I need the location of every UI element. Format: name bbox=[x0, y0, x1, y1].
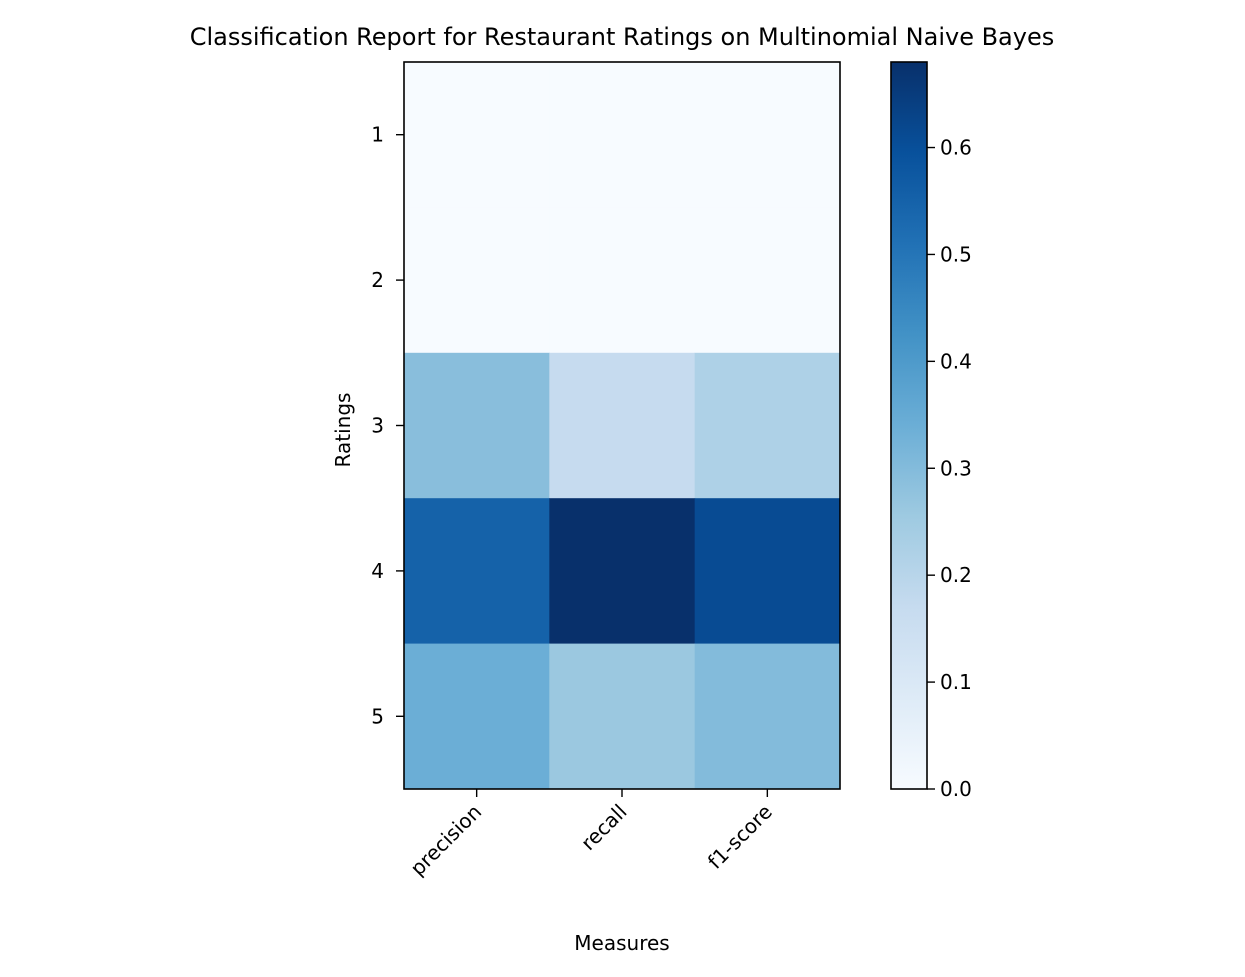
y-axis-label: Ratings bbox=[331, 393, 355, 468]
colorbar-tick-label: 0.6 bbox=[940, 136, 972, 160]
colorbar-tick-label: 0.3 bbox=[940, 456, 972, 480]
x-tick-label: f1-score bbox=[703, 800, 777, 874]
heatmap-cell bbox=[694, 207, 841, 354]
heatmap-cells bbox=[404, 62, 841, 790]
heatmap-cell bbox=[549, 498, 696, 645]
heatmap-cell bbox=[549, 352, 696, 499]
chart-title: Classification Report for Restaurant Rat… bbox=[190, 23, 1054, 51]
colorbar bbox=[890, 61, 928, 790]
y-tick-label: 3 bbox=[371, 414, 384, 438]
heatmap-cell bbox=[404, 498, 550, 645]
y-tick-label: 2 bbox=[371, 268, 384, 292]
y-tick-label: 1 bbox=[371, 123, 384, 147]
heatmap-cell bbox=[549, 62, 696, 208]
colorbar-tick-label: 0.1 bbox=[940, 670, 972, 694]
heatmap-cell bbox=[404, 643, 550, 790]
heatmap-cell bbox=[549, 643, 696, 790]
heatmap-cell bbox=[549, 207, 696, 354]
x-tick-label: precision bbox=[405, 800, 486, 881]
colorbar-tick-label: 0.4 bbox=[940, 349, 972, 373]
y-axis-ticks: 1 2 3 4 5 bbox=[371, 123, 404, 728]
heatmap-cell bbox=[404, 207, 550, 354]
heatmap-cell bbox=[694, 643, 841, 790]
x-axis-ticks: precision recall f1-score bbox=[405, 789, 777, 881]
colorbar-tick-label: 0.0 bbox=[940, 777, 972, 801]
heatmap-cell bbox=[404, 62, 550, 208]
y-tick-label: 5 bbox=[371, 704, 384, 728]
colorbar-tick-label: 0.5 bbox=[940, 242, 972, 266]
heatmap-cell bbox=[694, 62, 841, 208]
y-tick-label: 4 bbox=[371, 559, 384, 583]
colorbar-ticks: 0.0 0.1 0.2 0.3 0.4 0.5 0.6 bbox=[927, 136, 972, 801]
colorbar-tick-label: 0.2 bbox=[940, 563, 972, 587]
heatmap-cell bbox=[404, 352, 550, 499]
heatmap-cell bbox=[694, 498, 841, 645]
heatmap-cell bbox=[694, 352, 841, 499]
x-tick-label: recall bbox=[576, 800, 631, 855]
x-axis-label: Measures bbox=[574, 931, 669, 955]
